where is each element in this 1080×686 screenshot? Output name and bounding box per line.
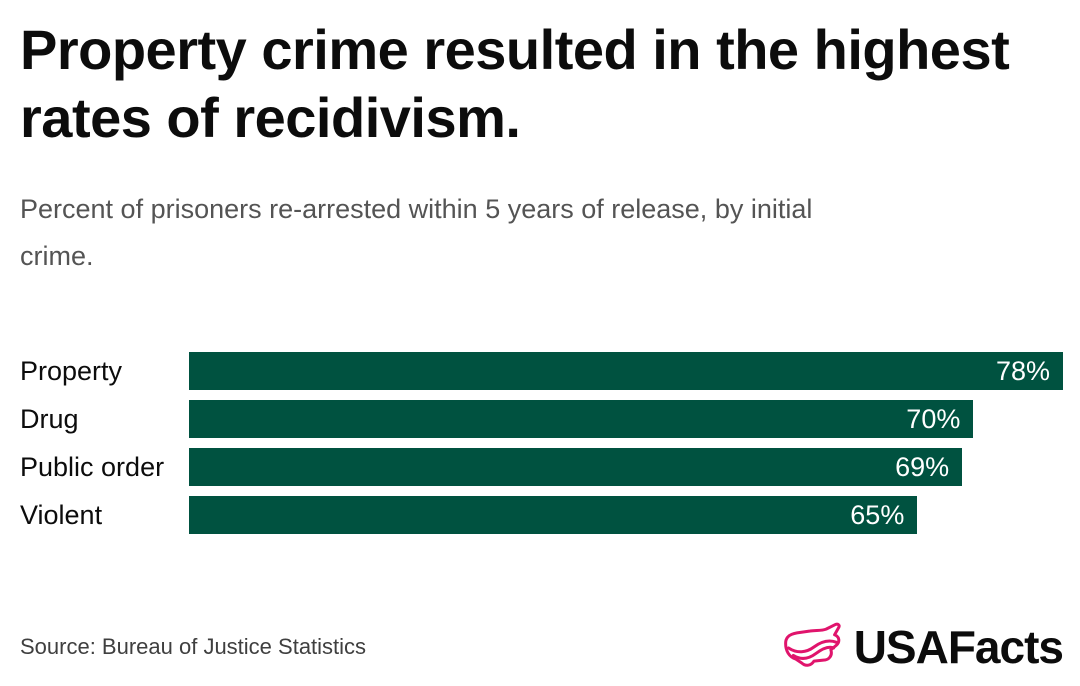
bar: 70% bbox=[189, 400, 974, 438]
bar-row: Property 78% bbox=[20, 352, 1063, 390]
bar: 78% bbox=[189, 352, 1063, 390]
category-label: Violent bbox=[20, 499, 103, 530]
chart-title-line-1: Property crime resulted in the highest bbox=[20, 18, 1010, 81]
bar-track: 65% bbox=[189, 496, 1063, 534]
category-label: Public order bbox=[20, 451, 165, 482]
bar-row: Drug 70% bbox=[20, 400, 1063, 438]
usa-map-flag-icon bbox=[783, 622, 841, 667]
chart-title: Property crime resulted in the highest r… bbox=[20, 16, 1070, 152]
bar: 69% bbox=[189, 448, 963, 486]
category-label: Property bbox=[20, 355, 123, 386]
category-label: Drug bbox=[20, 403, 79, 434]
value-label: 70% bbox=[906, 403, 961, 434]
chart-subtitle-line-2: crime. bbox=[20, 241, 94, 271]
bar-row: Violent 65% bbox=[20, 496, 1063, 534]
bar-track: 70% bbox=[189, 400, 1063, 438]
value-label: 65% bbox=[850, 499, 905, 530]
bar-track: 69% bbox=[189, 448, 1063, 486]
bar-row: Public order 69% bbox=[20, 448, 1063, 486]
chart-title-line-2: rates of recidivism. bbox=[20, 86, 521, 149]
bar: 65% bbox=[189, 496, 918, 534]
value-label: 69% bbox=[895, 451, 950, 482]
usafacts-logo: USAFacts bbox=[782, 621, 1064, 673]
source-note: Source: Bureau of Justice Statistics bbox=[20, 634, 367, 659]
usafacts-logo-text: USAFacts bbox=[853, 621, 1064, 673]
bar-track: 78% bbox=[189, 352, 1063, 390]
chart-subtitle: Percent of prisoners re-arrested within … bbox=[20, 186, 1020, 280]
value-label: 78% bbox=[995, 355, 1050, 386]
bar-chart: Property 78% Drug 70% Public order 69% Violent… bbox=[20, 352, 1063, 534]
chart-footer: Source: Bureau of Justice Statistics USA… bbox=[20, 618, 1064, 676]
chart-subtitle-line-1: Percent of prisoners re-arrested within … bbox=[20, 194, 813, 224]
